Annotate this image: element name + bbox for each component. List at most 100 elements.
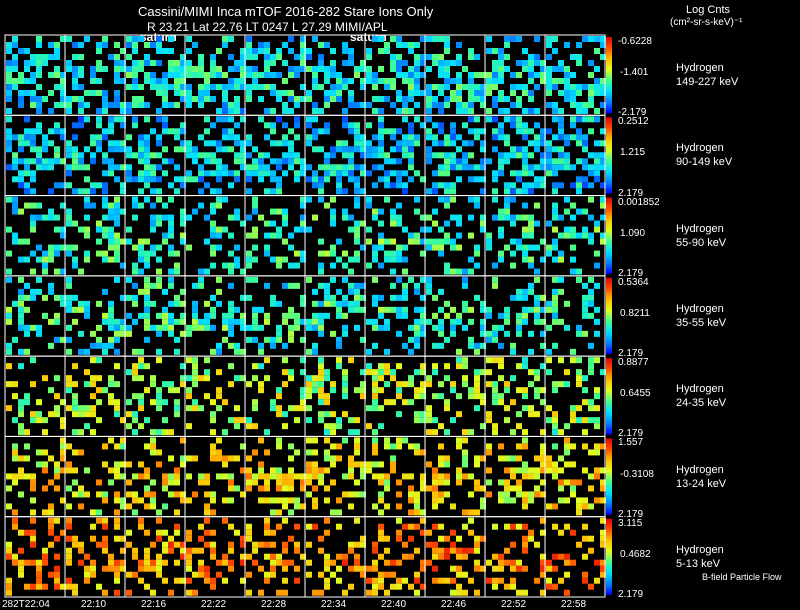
heatmap-cell	[222, 72, 228, 78]
heatmap-cell	[468, 268, 474, 275]
heatmap-cell	[66, 276, 72, 283]
heatmap-cell	[588, 96, 594, 102]
heatmap-cell	[492, 577, 498, 584]
heatmap-cell	[306, 417, 312, 424]
heatmap-cell	[150, 437, 156, 444]
heatmap-cell	[516, 523, 522, 530]
heatmap-cell	[462, 571, 468, 578]
heatmap-cell	[522, 288, 528, 295]
heatmap-cell	[156, 282, 162, 289]
heatmap-cell	[450, 128, 456, 135]
heatmap-cell	[588, 164, 594, 171]
heatmap-cell	[378, 306, 384, 313]
heatmap-cell	[108, 399, 114, 406]
heatmap-cell	[480, 485, 486, 492]
heatmap-cell	[210, 449, 216, 456]
heatmap-cell	[120, 318, 126, 325]
heatmap-cell	[276, 479, 282, 486]
heatmap-cell	[24, 90, 30, 96]
heatmap-cell	[492, 423, 498, 430]
heatmap-cell	[216, 348, 222, 355]
heatmap-cell	[276, 589, 282, 596]
heatmap-cell	[462, 381, 468, 388]
heatmap-cell	[354, 294, 360, 301]
heatmap-cell	[408, 134, 414, 141]
heatmap-cell	[390, 461, 396, 468]
heatmap-cell	[594, 262, 600, 269]
heatmap-cell	[366, 467, 372, 474]
heatmap-cell	[594, 417, 600, 424]
heatmap-cell	[414, 523, 420, 530]
heatmap-cell	[66, 164, 72, 171]
heatmap-cell	[558, 66, 564, 72]
heatmap-cell	[588, 90, 594, 96]
heatmap-cell	[372, 393, 378, 400]
heatmap-cell	[228, 324, 234, 331]
heatmap-cell	[348, 176, 354, 183]
heatmap-cell	[288, 473, 294, 480]
heatmap-cell	[432, 36, 438, 42]
heatmap-cell	[522, 188, 528, 195]
heatmap-cell	[528, 232, 534, 239]
heatmap-cell	[330, 429, 336, 436]
heatmap-cell	[552, 170, 558, 177]
heatmap-cell	[294, 102, 300, 108]
heatmap-cell	[468, 547, 474, 554]
heatmap-cell	[396, 491, 402, 498]
heatmap-cell	[402, 102, 408, 108]
heatmap-cell	[6, 312, 12, 319]
heatmap-cell	[582, 84, 588, 90]
heatmap-cell	[510, 84, 516, 90]
heatmap-cell	[132, 244, 138, 251]
heatmap-cell	[402, 226, 408, 233]
heatmap-cell	[498, 232, 504, 239]
heatmap-cell	[504, 140, 510, 147]
heatmap-cell	[588, 342, 594, 349]
heatmap-cell	[114, 589, 120, 596]
heatmap-cell	[504, 479, 510, 486]
heatmap-cell	[78, 503, 84, 510]
heatmap-cell	[414, 60, 420, 66]
heatmap-cell	[516, 423, 522, 430]
heatmap-cell	[6, 60, 12, 66]
heatmap-cell	[444, 232, 450, 239]
heatmap-cell	[378, 571, 384, 578]
heatmap-cell	[552, 318, 558, 325]
heatmap-cell	[60, 182, 66, 189]
heatmap-cell	[180, 577, 186, 584]
heatmap-cell	[564, 90, 570, 96]
heatmap-cell	[48, 479, 54, 486]
heatmap-cell	[594, 66, 600, 72]
heatmap-cell	[354, 102, 360, 108]
heatmap-cell	[516, 312, 522, 319]
heatmap-cell	[276, 405, 282, 412]
heatmap-cell	[6, 116, 12, 123]
heatmap-cell	[360, 467, 366, 474]
heatmap-cell	[600, 158, 606, 165]
heatmap-cell	[342, 262, 348, 269]
heatmap-cell	[456, 565, 462, 572]
heatmap-cell	[306, 66, 312, 72]
heatmap-cell	[354, 517, 360, 524]
heatmap-cell	[210, 417, 216, 424]
heatmap-cell	[486, 108, 492, 114]
heatmap-cell	[318, 84, 324, 90]
heatmap-cell	[144, 312, 150, 319]
heatmap-cell	[192, 491, 198, 498]
heatmap-cell	[72, 306, 78, 313]
heatmap-cell	[348, 503, 354, 510]
heatmap-cell	[96, 48, 102, 54]
heatmap-cell	[132, 547, 138, 554]
heatmap-cell	[246, 294, 252, 301]
heatmap-cell	[546, 78, 552, 84]
heatmap-cell	[306, 90, 312, 96]
heatmap-cell	[390, 583, 396, 590]
heatmap-cell	[498, 497, 504, 504]
heatmap-cell	[450, 134, 456, 141]
heatmap-cell	[12, 393, 18, 400]
heatmap-cell	[360, 387, 366, 394]
heatmap-cell	[174, 262, 180, 269]
heatmap-cell	[492, 357, 498, 364]
heatmap-cell	[540, 387, 546, 394]
heatmap-cell	[144, 176, 150, 183]
